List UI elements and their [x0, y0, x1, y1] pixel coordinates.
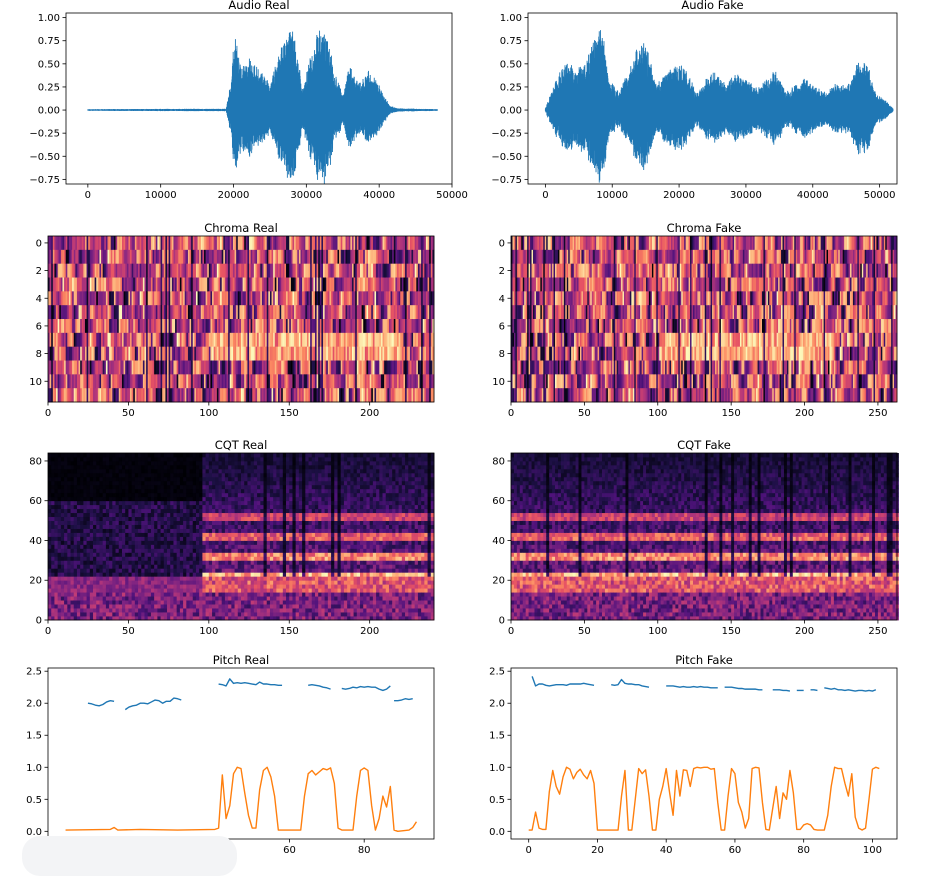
chroma-real-ytick-label: 10	[29, 377, 42, 388]
audio-real-xtick-label: 30000	[290, 190, 322, 201]
audio-fake-chart: Audio Fake 0 10000 20000 30000 40000 50000 −0.7…	[491, 0, 897, 201]
audio-fake-ytick-label: −0.50	[491, 152, 522, 163]
chroma-real-ytick-label: 4	[36, 294, 42, 305]
audio-real-chart: Audio Real 0 10000 20000 30000 40000 50000 −0.7…	[29, 0, 468, 201]
audio-real-ytick-label: 0.50	[38, 59, 60, 70]
audio-real-xtick-label: 20000	[218, 190, 250, 201]
audio-fake-ytick-label: 0.50	[500, 59, 522, 70]
chroma-real-ytick-label: 2	[36, 266, 42, 277]
chroma-real-ytick-label: 0	[36, 238, 42, 249]
audio-real-xtick-label: 50000	[436, 190, 468, 201]
audio-real-xtick-label: 0	[85, 190, 91, 201]
audio-real-ytick-label: 0.00	[38, 106, 60, 117]
audio-fake-xtick-label: 10000	[596, 190, 628, 201]
audio-fake-ytick-label: 1.00	[500, 13, 522, 24]
audio-fake-xtick-label: 30000	[730, 190, 762, 201]
chroma-real-xtick-label: 100	[199, 408, 218, 419]
audio-fake-xtick-label: 50000	[864, 190, 896, 201]
audio-real-xtick-label: 10000	[145, 190, 177, 201]
audio-fake-ytick-label: 0.00	[500, 106, 522, 117]
chroma-fake-title: Chroma Fake	[667, 221, 742, 235]
chroma-real-xtick-label: 200	[360, 408, 379, 419]
chroma-real-cells	[48, 236, 434, 402]
chroma-real-title: Chroma Real	[204, 221, 278, 235]
audio-real-ytick-label: 0.25	[38, 82, 60, 93]
audio-real-xtick-label: 40000	[363, 190, 395, 201]
audio-fake-ytick-label: −0.25	[491, 129, 522, 140]
chroma-real-xtick-label: 150	[280, 408, 299, 419]
audio-fake-ytick-label: 0.75	[500, 36, 522, 47]
chroma-real-chart: Chroma Real 0 50 100 150 200 0 2 4 6 8 10	[29, 221, 434, 419]
audio-fake-ytick-label: −0.75	[491, 175, 522, 186]
chroma-real-ytick-label: 8	[36, 349, 42, 360]
audio-fake-xtick-label: 40000	[797, 190, 829, 201]
audio-fake-xtick-label: 20000	[663, 190, 695, 201]
audio-real-waveform	[88, 31, 438, 184]
chroma-fake-cells	[511, 236, 897, 402]
audio-real-title: Audio Real	[228, 0, 289, 12]
audio-real-ytick-label: 0.75	[38, 36, 60, 47]
audio-real-ytick-label: −0.75	[29, 175, 60, 186]
audio-real-ytick-label: −0.25	[29, 129, 60, 140]
audio-fake-ytick-label: 0.25	[500, 82, 522, 93]
audio-fake-xtick-label: 0	[542, 190, 548, 201]
audio-real-ytick-label: 1.00	[38, 13, 60, 24]
chroma-real-ytick-label: 6	[36, 321, 42, 332]
audio-real-ytick-label: −0.50	[29, 152, 60, 163]
audio-fake-waveform	[545, 30, 893, 183]
chroma-real-xtick-label: 0	[45, 408, 51, 419]
chroma-real-xtick-label: 50	[122, 408, 135, 419]
audio-fake-title: Audio Fake	[681, 0, 743, 12]
